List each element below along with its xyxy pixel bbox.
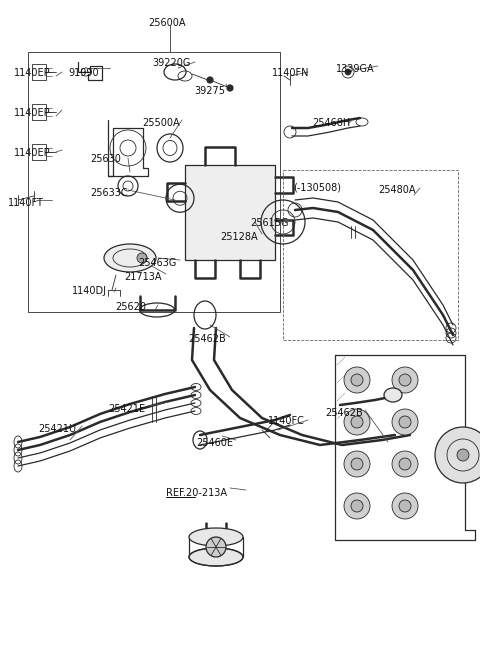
Ellipse shape xyxy=(104,244,156,272)
Circle shape xyxy=(392,409,418,435)
Text: 1140EP: 1140EP xyxy=(14,108,50,118)
Text: 1140EP: 1140EP xyxy=(14,148,50,158)
Circle shape xyxy=(435,427,480,483)
Circle shape xyxy=(392,451,418,477)
Text: 1140FC: 1140FC xyxy=(268,416,305,426)
Text: 25421E: 25421E xyxy=(108,404,145,414)
Text: 25463G: 25463G xyxy=(138,258,176,268)
Ellipse shape xyxy=(189,528,243,546)
Text: 25620: 25620 xyxy=(115,302,146,312)
Text: 25600A: 25600A xyxy=(148,18,185,28)
Polygon shape xyxy=(335,355,475,540)
Polygon shape xyxy=(185,165,275,260)
Circle shape xyxy=(344,493,370,519)
Text: 25480A: 25480A xyxy=(378,185,416,195)
Circle shape xyxy=(457,449,469,461)
Circle shape xyxy=(399,374,411,386)
Circle shape xyxy=(344,451,370,477)
Circle shape xyxy=(399,500,411,512)
Circle shape xyxy=(399,458,411,470)
Text: 39220G: 39220G xyxy=(152,58,191,68)
Circle shape xyxy=(392,493,418,519)
Circle shape xyxy=(351,374,363,386)
Text: 25500A: 25500A xyxy=(142,118,180,128)
Text: 25633C: 25633C xyxy=(90,188,128,198)
Text: 25460E: 25460E xyxy=(196,438,233,448)
Text: REF.20-213A: REF.20-213A xyxy=(166,488,227,498)
Circle shape xyxy=(207,77,213,83)
Text: 39275: 39275 xyxy=(194,86,225,96)
Text: 25421U: 25421U xyxy=(38,424,76,434)
Text: 21713A: 21713A xyxy=(124,272,161,282)
Ellipse shape xyxy=(384,388,402,402)
Circle shape xyxy=(227,85,233,91)
Circle shape xyxy=(206,537,226,557)
Circle shape xyxy=(351,500,363,512)
Text: 25615G: 25615G xyxy=(250,218,288,228)
Circle shape xyxy=(351,416,363,428)
Text: 1140DJ: 1140DJ xyxy=(72,286,107,296)
Circle shape xyxy=(392,367,418,393)
Circle shape xyxy=(351,458,363,470)
Text: 1339GA: 1339GA xyxy=(336,64,374,74)
Circle shape xyxy=(344,409,370,435)
Text: 25468H: 25468H xyxy=(312,118,350,128)
Circle shape xyxy=(345,69,351,75)
Circle shape xyxy=(399,416,411,428)
Text: 25462B: 25462B xyxy=(325,408,363,418)
Text: 1140FN: 1140FN xyxy=(272,68,310,78)
Text: 25128A: 25128A xyxy=(220,232,258,242)
Text: 91990: 91990 xyxy=(68,68,98,78)
Text: (-130508): (-130508) xyxy=(293,183,341,193)
Text: 25462B: 25462B xyxy=(188,334,226,344)
Ellipse shape xyxy=(189,548,243,566)
Text: 1140FT: 1140FT xyxy=(8,198,44,208)
Circle shape xyxy=(344,367,370,393)
Text: 25630: 25630 xyxy=(90,154,121,164)
Circle shape xyxy=(137,253,147,263)
Text: 1140EP: 1140EP xyxy=(14,68,50,78)
